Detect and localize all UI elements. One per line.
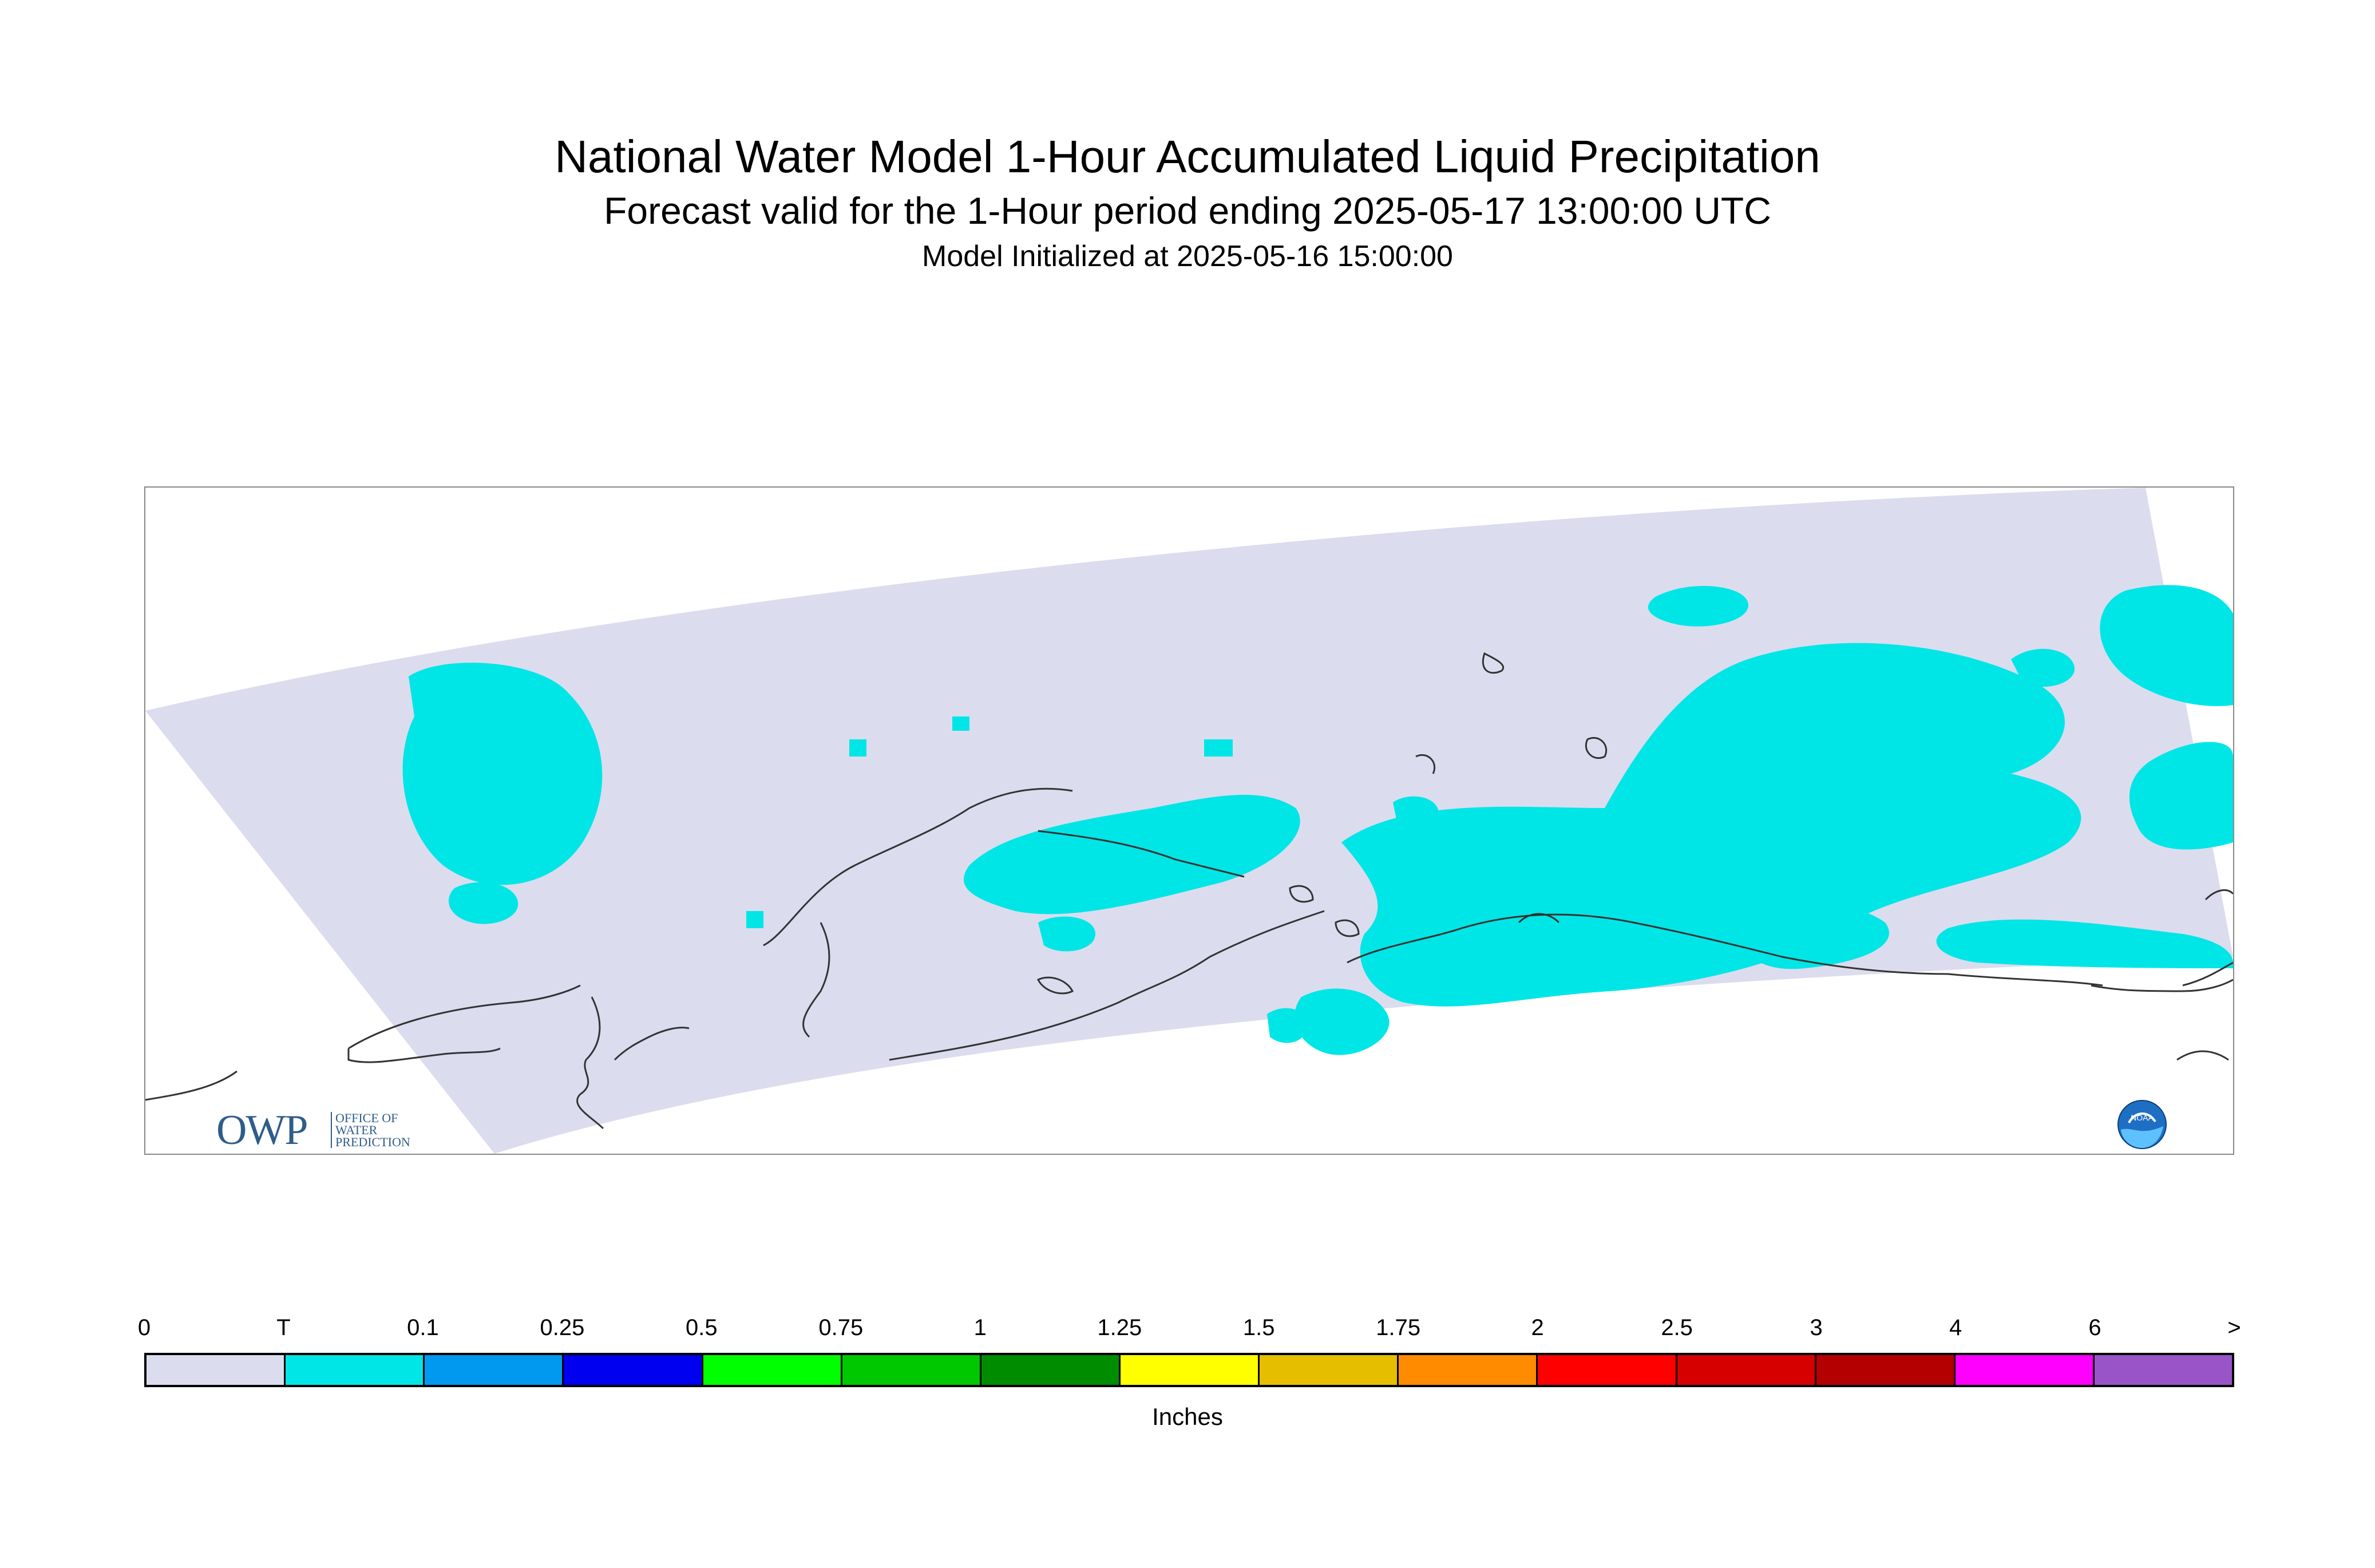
- legend-tick-label: 3: [1810, 1315, 1823, 1340]
- legend-tick-label: T: [276, 1315, 291, 1340]
- legend-swatch-6: [979, 1355, 1119, 1385]
- precipitation-map: [144, 486, 2234, 1155]
- owp-logo-letters: OWP: [216, 1107, 308, 1154]
- legend-tick-label: 0.5: [686, 1315, 718, 1340]
- legend-swatch-8: [1258, 1355, 1398, 1385]
- legend-tick-label: 1.75: [1376, 1315, 1421, 1340]
- model-initialized-subtitle: Model Initialized at 2025-05-16 15:00:00: [922, 240, 1453, 273]
- legend-swatch-0: [147, 1355, 284, 1385]
- forecast-valid-subtitle: Forecast valid for the 1-Hour period end…: [604, 189, 1771, 232]
- legend-tick-label: 0.25: [540, 1315, 585, 1340]
- legend-tick-labels: 0 T 0.1 0.25 0.5 0.75 1 1.25 1.5 1.75 2 2.5 3 4 6 >: [0, 1313, 2375, 1348]
- owp-logo: OWP OFFICE OF WATER PREDICTION: [216, 1107, 440, 1153]
- legend-tick-label: 0.75: [818, 1315, 864, 1340]
- legend-tick-label: 1.5: [1242, 1315, 1275, 1340]
- owp-logo-text: OFFICE OF WATER PREDICTION: [331, 1111, 410, 1149]
- legend-swatch-3: [562, 1355, 702, 1385]
- legend-tick-label: 0: [137, 1315, 151, 1340]
- legend-tick-label: 2: [1531, 1315, 1544, 1340]
- owp-logo-line-1: OFFICE OF: [335, 1111, 398, 1125]
- legend-tick-label: >: [2227, 1315, 2241, 1340]
- legend-swatch-7: [1118, 1355, 1258, 1385]
- noaa-logo-text: NOAA: [2131, 1113, 2154, 1122]
- legend-swatch-9: [1397, 1355, 1537, 1385]
- legend-swatch-12: [1814, 1355, 1954, 1385]
- legend-swatch-10: [1536, 1355, 1676, 1385]
- legend-swatch-2: [423, 1355, 563, 1385]
- noaa-logo: NOAA: [2117, 1100, 2167, 1149]
- owp-logo-line-3: PREDICTION: [335, 1135, 410, 1149]
- legend-swatch-5: [840, 1355, 980, 1385]
- legend-swatch-4: [701, 1355, 841, 1385]
- coastlines: [145, 652, 2233, 1130]
- legend-swatch-11: [1675, 1355, 1815, 1385]
- legend-swatch-1: [284, 1355, 423, 1385]
- legend-tick-label: 4: [1949, 1315, 1962, 1340]
- map-title: National Water Model 1-Hour Accumulated …: [555, 131, 1820, 182]
- legend-tick-label: 6: [2088, 1315, 2101, 1340]
- legend-units: Inches: [1152, 1403, 1223, 1430]
- legend-tick-label: 1.25: [1097, 1315, 1142, 1340]
- legend-swatch-14: [2092, 1355, 2232, 1385]
- owp-logo-line-2: WATER: [335, 1123, 378, 1137]
- legend-tick-label: 0.1: [407, 1315, 439, 1340]
- legend-swatch-13: [1953, 1355, 2093, 1385]
- legend-color-bar: [144, 1353, 2234, 1387]
- legend-tick-label: 1: [973, 1315, 987, 1340]
- legend-tick-label: 2.5: [1661, 1315, 1693, 1340]
